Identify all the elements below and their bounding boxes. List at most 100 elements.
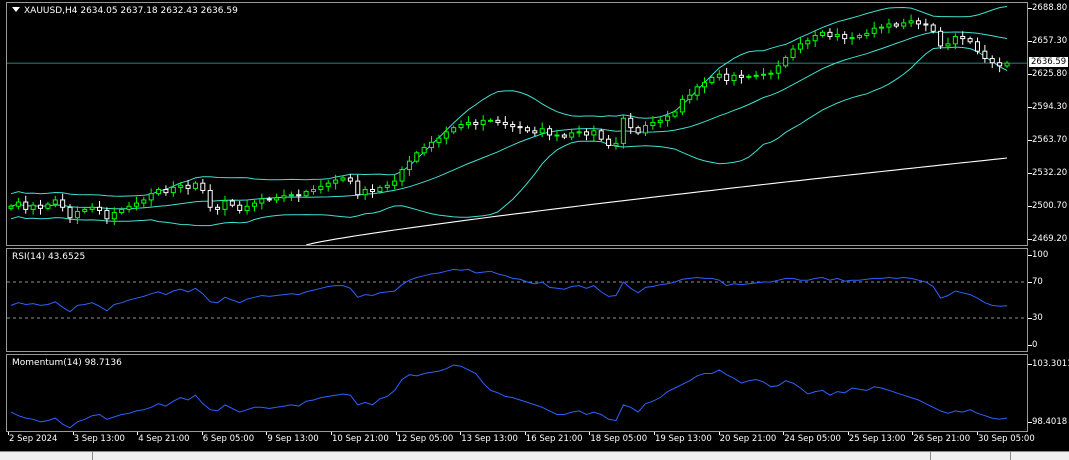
time-axis-label: 4 Sep 21:00 xyxy=(138,434,190,444)
bollinger-upper-band xyxy=(10,6,1008,197)
bear-candle xyxy=(893,23,899,27)
price-axis-label: 2688.80 xyxy=(1032,3,1068,14)
momentum-pane[interactable]: Momentum(14) 98.7136 xyxy=(6,354,1028,432)
bull-candle xyxy=(30,204,36,210)
axis-tick xyxy=(1028,74,1032,76)
time-tick xyxy=(395,432,397,435)
bull-candle xyxy=(192,182,198,189)
bull-candle xyxy=(672,111,678,117)
rsi-axis-label: 0 xyxy=(1032,340,1038,350)
bear-candle xyxy=(635,127,641,134)
bear-candle xyxy=(915,20,921,25)
bull-candle xyxy=(15,201,21,207)
bull-candle xyxy=(436,137,442,143)
bull-candle xyxy=(945,43,951,47)
time-tick xyxy=(137,432,139,435)
bear-candle xyxy=(473,121,479,126)
time-axis-label: 2 Sep 2024 xyxy=(9,434,58,444)
bull-candle xyxy=(148,193,154,201)
bull-candle xyxy=(775,65,781,74)
bull-candle xyxy=(753,74,759,77)
price-chart-pane[interactable]: XAUUSD,H4 2634.05 2637.18 2632.43 2636.5… xyxy=(6,2,1028,246)
bear-candle xyxy=(923,23,929,26)
bull-candle xyxy=(849,37,855,40)
bollinger-middle-band xyxy=(10,31,1008,210)
time-tick xyxy=(718,432,720,435)
bull-candle xyxy=(89,206,95,210)
time-tick xyxy=(589,432,591,435)
rsi-canvas[interactable] xyxy=(7,249,1027,351)
bear-candle xyxy=(229,200,235,206)
bull-candle xyxy=(871,27,877,34)
bull-candle xyxy=(746,75,752,78)
bull-candle xyxy=(687,94,693,100)
axis-tick xyxy=(1028,255,1032,256)
bull-candle xyxy=(731,74,737,82)
time-tick xyxy=(783,432,785,435)
bull-candle xyxy=(133,202,139,207)
axis-tick xyxy=(1028,318,1032,319)
bear-candle xyxy=(355,180,361,196)
time-axis-label: 25 Sep 13:00 xyxy=(848,434,906,444)
axis-tick xyxy=(1028,422,1032,423)
bull-candle xyxy=(709,76,715,84)
momentum-canvas[interactable] xyxy=(7,355,1027,431)
bull-candle xyxy=(251,202,257,207)
bull-candle xyxy=(111,212,117,220)
time-tick xyxy=(460,432,462,435)
momentum-line xyxy=(10,364,1008,429)
bull-candle xyxy=(783,56,789,67)
bull-candle xyxy=(82,208,88,212)
bear-candle xyxy=(97,206,103,211)
price-axis-label: 2469.20 xyxy=(1032,233,1068,244)
bull-candle xyxy=(318,185,324,190)
price-axis-label: 2594.30 xyxy=(1032,102,1068,113)
bear-candle xyxy=(104,209,110,220)
time-tick xyxy=(201,432,203,435)
time-tick xyxy=(266,432,268,435)
bear-candle xyxy=(215,206,221,210)
bull-candle xyxy=(805,40,811,45)
axis-tick xyxy=(1028,364,1032,365)
bull-candle xyxy=(591,130,597,136)
bear-candle xyxy=(163,188,169,194)
dropdown-triangle-icon[interactable] xyxy=(12,7,20,12)
time-axis-label: 3 Sep 13:00 xyxy=(73,434,125,444)
bull-candle xyxy=(303,191,309,197)
bull-candle xyxy=(879,26,885,29)
bear-candle xyxy=(207,190,213,208)
bull-candle xyxy=(45,203,51,209)
bull-candle xyxy=(650,121,656,127)
moving-average-line xyxy=(305,157,1008,245)
chart-tabs-bar[interactable] xyxy=(0,451,1069,460)
bull-candle xyxy=(126,205,132,210)
time-tick xyxy=(977,432,978,435)
bull-candle xyxy=(259,198,265,204)
time-axis-label: 9 Sep 13:00 xyxy=(267,434,319,444)
bull-candle xyxy=(665,115,671,121)
time-axis-label: 13 Sep 13:00 xyxy=(461,434,518,444)
time-axis-label: 19 Sep 13:00 xyxy=(655,434,712,444)
time-axis-label: 12 Sep 05:00 xyxy=(396,434,454,444)
bull-candle xyxy=(856,34,862,39)
time-axis[interactable]: 2 Sep 2024 3 Sep 13:00 4 Sep 21:00 6 Sep 05… xyxy=(6,432,1035,450)
bull-candle xyxy=(790,48,796,58)
time-axis-label: 6 Sep 05:00 xyxy=(202,434,255,444)
bull-candle xyxy=(539,128,545,134)
bull-candle xyxy=(222,200,228,210)
bull-candle xyxy=(170,186,176,194)
price-axis-label: 2657.30 xyxy=(1032,36,1068,47)
bull-candle xyxy=(414,152,420,162)
rsi-pane[interactable]: RSI(14) 43.6525 xyxy=(6,248,1028,352)
time-tick xyxy=(8,432,9,435)
price-axis-label: 2563.70 xyxy=(1032,134,1068,145)
bull-candle xyxy=(399,169,405,182)
bear-candle xyxy=(510,124,516,128)
bull-candle xyxy=(406,160,412,171)
bull-candle xyxy=(864,32,870,36)
bear-candle xyxy=(738,74,744,78)
price-chart-canvas[interactable] xyxy=(7,3,1027,245)
bear-candle xyxy=(369,188,376,193)
rsi-axis-label: 30 xyxy=(1032,313,1043,323)
price-axis[interactable]: 2688.80 2657.30 2625.80 2594.30 2563.70 2532.… xyxy=(1028,2,1069,246)
